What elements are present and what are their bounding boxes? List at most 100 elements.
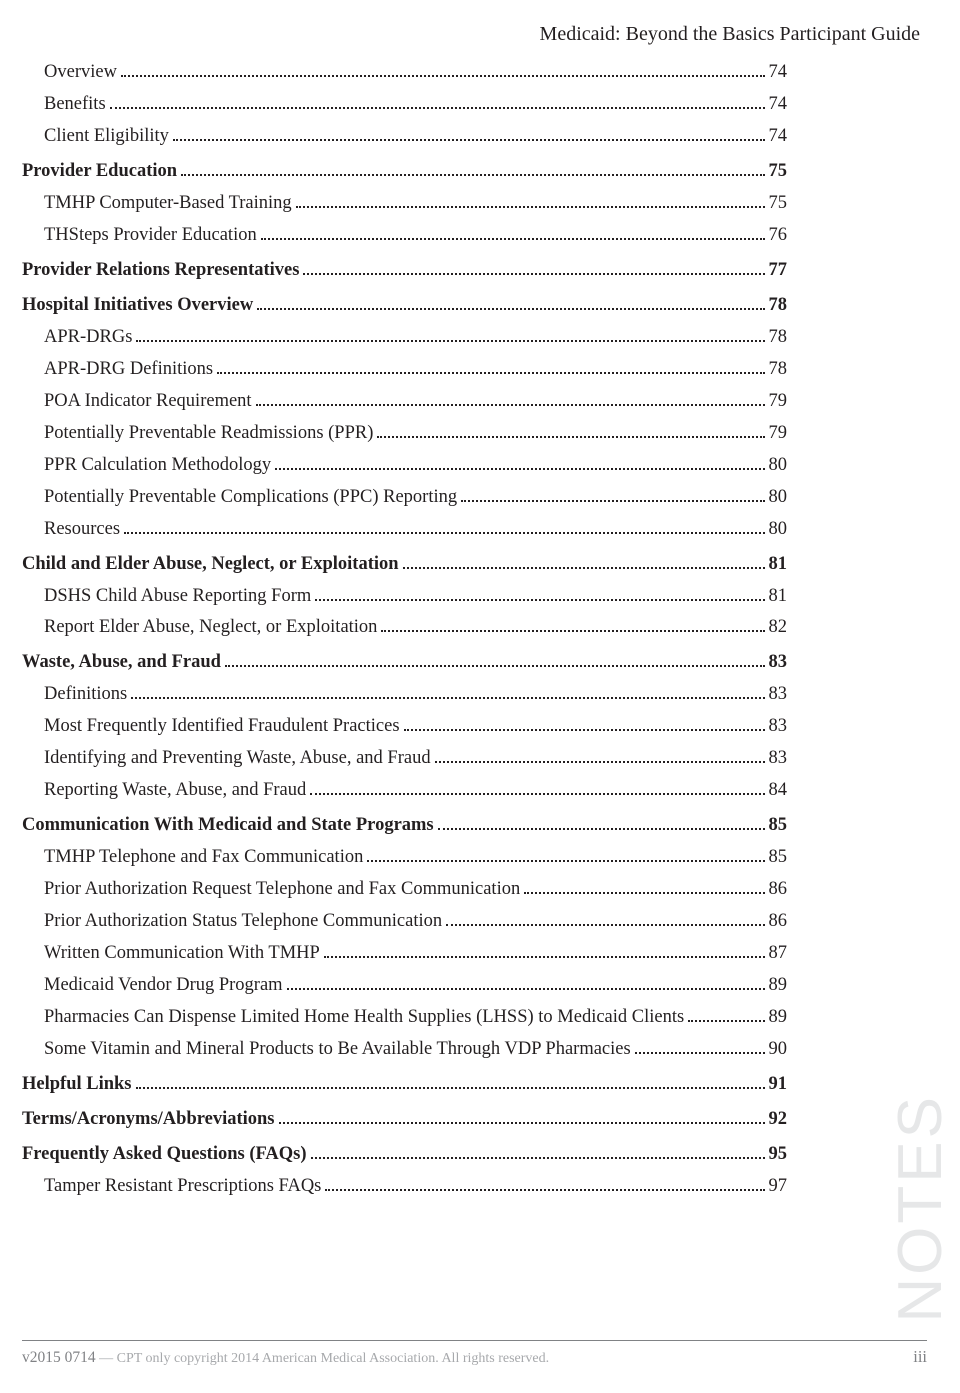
- toc-entry-page: 80: [769, 485, 788, 510]
- toc-entry[interactable]: Hospital Initiatives Overview 78: [22, 293, 787, 318]
- toc-entry-label: APR-DRGs: [44, 325, 132, 350]
- toc-entry[interactable]: APR-DRGs78: [22, 325, 787, 350]
- toc-entry-page: 95: [769, 1142, 788, 1167]
- toc-entry[interactable]: TMHP Computer-Based Training75: [22, 191, 787, 216]
- toc-entry[interactable]: Frequently Asked Questions (FAQs) 95: [22, 1142, 787, 1167]
- toc-entry[interactable]: Communication With Medicaid and State Pr…: [22, 813, 787, 838]
- toc-dot-leader: [438, 828, 765, 830]
- toc-dot-leader: [181, 174, 764, 176]
- toc-entry-page: 89: [769, 1005, 788, 1030]
- toc-entry-page: 76: [769, 223, 788, 248]
- toc-entry[interactable]: Potentially Preventable Readmissions (PP…: [22, 421, 787, 446]
- toc-entry[interactable]: Written Communication With TMHP87: [22, 941, 787, 966]
- toc-entry-page: 97: [769, 1174, 788, 1199]
- toc-entry-label: Potentially Preventable Complications (P…: [44, 485, 457, 510]
- toc-entry[interactable]: Child and Elder Abuse, Neglect, or Explo…: [22, 552, 787, 577]
- toc-entry[interactable]: Report Elder Abuse, Neglect, or Exploita…: [22, 615, 787, 640]
- toc-entry[interactable]: Terms/Acronyms/Abbreviations 92: [22, 1107, 787, 1132]
- toc-entry[interactable]: Reporting Waste, Abuse, and Fraud84: [22, 778, 787, 803]
- toc-entry-page: 84: [769, 778, 788, 803]
- toc-entry[interactable]: DSHS Child Abuse Reporting Form81: [22, 584, 787, 609]
- toc-dot-leader: [324, 956, 765, 958]
- toc-entry-label: TMHP Telephone and Fax Communication: [44, 845, 363, 870]
- toc-entry-label: Terms/Acronyms/Abbreviations: [22, 1107, 275, 1132]
- toc-dot-leader: [110, 107, 765, 109]
- table-of-contents: Overview74Benefits74Client Eligibility74…: [22, 60, 787, 1206]
- toc-dot-leader: [261, 238, 765, 240]
- toc-entry[interactable]: Identifying and Preventing Waste, Abuse,…: [22, 746, 787, 771]
- toc-entry-label: Most Frequently Identified Fraudulent Pr…: [44, 714, 400, 739]
- toc-entry[interactable]: Provider Education 75: [22, 159, 787, 184]
- toc-entry-label: Resources: [44, 517, 120, 542]
- toc-entry[interactable]: APR-DRG Definitions78: [22, 357, 787, 382]
- toc-entry-page: 83: [769, 746, 788, 771]
- toc-entry-label: Prior Authorization Request Telephone an…: [44, 877, 520, 902]
- toc-dot-leader: [287, 988, 765, 990]
- toc-entry-label: PPR Calculation Methodology: [44, 453, 271, 478]
- toc-entry[interactable]: Some Vitamin and Mineral Products to Be …: [22, 1037, 787, 1062]
- toc-dot-leader: [136, 340, 764, 342]
- toc-entry[interactable]: Definitions83: [22, 682, 787, 707]
- toc-entry-page: 77: [769, 258, 788, 283]
- toc-dot-leader: [403, 567, 765, 569]
- toc-entry-label: Communication With Medicaid and State Pr…: [22, 813, 434, 838]
- toc-entry-page: 80: [769, 453, 788, 478]
- toc-entry[interactable]: Pharmacies Can Dispense Limited Home Hea…: [22, 1005, 787, 1030]
- toc-entry[interactable]: Medicaid Vendor Drug Program89: [22, 973, 787, 998]
- toc-entry-page: 74: [769, 60, 788, 85]
- toc-entry-page: 79: [769, 421, 788, 446]
- toc-entry[interactable]: Resources 80: [22, 517, 787, 542]
- toc-entry[interactable]: Prior Authorization Status Telephone Com…: [22, 909, 787, 934]
- toc-entry-page: 75: [769, 159, 788, 184]
- toc-entry-page: 74: [769, 124, 788, 149]
- footer-left: v2015 0714 — CPT only copyright 2014 Ame…: [22, 1349, 549, 1367]
- toc-entry-label: Some Vitamin and Mineral Products to Be …: [44, 1037, 631, 1062]
- toc-entry[interactable]: Helpful Links91: [22, 1072, 787, 1097]
- toc-entry-page: 90: [769, 1037, 788, 1062]
- toc-entry[interactable]: POA Indicator Requirement79: [22, 389, 787, 414]
- toc-entry[interactable]: Tamper Resistant Prescriptions FAQs97: [22, 1174, 787, 1199]
- toc-entry-page: 80: [769, 517, 788, 542]
- toc-entry[interactable]: THSteps Provider Education76: [22, 223, 787, 248]
- toc-entry-page: 78: [769, 293, 788, 318]
- toc-entry-page: 89: [769, 973, 788, 998]
- footer-separator: —: [96, 1351, 117, 1366]
- toc-dot-leader: [461, 500, 764, 502]
- toc-entry-page: 74: [769, 92, 788, 117]
- toc-entry[interactable]: Prior Authorization Request Telephone an…: [22, 877, 787, 902]
- toc-entry-label: Provider Education: [22, 159, 177, 184]
- toc-entry[interactable]: Waste, Abuse, and Fraud83: [22, 650, 787, 675]
- toc-entry-page: 82: [769, 615, 788, 640]
- toc-dot-leader: [217, 372, 764, 374]
- toc-entry[interactable]: Most Frequently Identified Fraudulent Pr…: [22, 714, 787, 739]
- toc-entry-label: Child and Elder Abuse, Neglect, or Explo…: [22, 552, 399, 577]
- toc-entry[interactable]: TMHP Telephone and Fax Communication85: [22, 845, 787, 870]
- toc-entry-label: APR-DRG Definitions: [44, 357, 213, 382]
- toc-entry-label: Frequently Asked Questions (FAQs): [22, 1142, 307, 1167]
- toc-entry[interactable]: Potentially Preventable Complications (P…: [22, 485, 787, 510]
- toc-dot-leader: [688, 1020, 764, 1022]
- toc-entry-page: 75: [769, 191, 788, 216]
- toc-dot-leader: [381, 630, 764, 632]
- toc-dot-leader: [275, 468, 764, 470]
- toc-dot-leader: [325, 1189, 764, 1191]
- toc-entry[interactable]: Client Eligibility74: [22, 124, 787, 149]
- toc-entry-page: 92: [769, 1107, 788, 1132]
- toc-entry-label: Hospital Initiatives Overview: [22, 293, 253, 318]
- toc-dot-leader: [136, 1087, 765, 1089]
- toc-entry[interactable]: Benefits74: [22, 92, 787, 117]
- toc-entry-label: Identifying and Preventing Waste, Abuse,…: [44, 746, 431, 771]
- page-footer: v2015 0714 — CPT only copyright 2014 Ame…: [22, 1340, 927, 1367]
- toc-entry-page: 81: [769, 552, 788, 577]
- toc-dot-leader: [315, 599, 764, 601]
- toc-entry[interactable]: PPR Calculation Methodology 80: [22, 453, 787, 478]
- toc-entry-label: Report Elder Abuse, Neglect, or Exploita…: [44, 615, 377, 640]
- toc-entry-page: 83: [769, 682, 788, 707]
- toc-dot-leader: [635, 1052, 765, 1054]
- toc-entry-page: 81: [769, 584, 788, 609]
- toc-entry-page: 91: [769, 1072, 788, 1097]
- toc-entry-label: Overview: [44, 60, 117, 85]
- toc-entry[interactable]: Overview 74: [22, 60, 787, 85]
- toc-dot-leader: [303, 273, 764, 275]
- toc-entry[interactable]: Provider Relations Representatives77: [22, 258, 787, 283]
